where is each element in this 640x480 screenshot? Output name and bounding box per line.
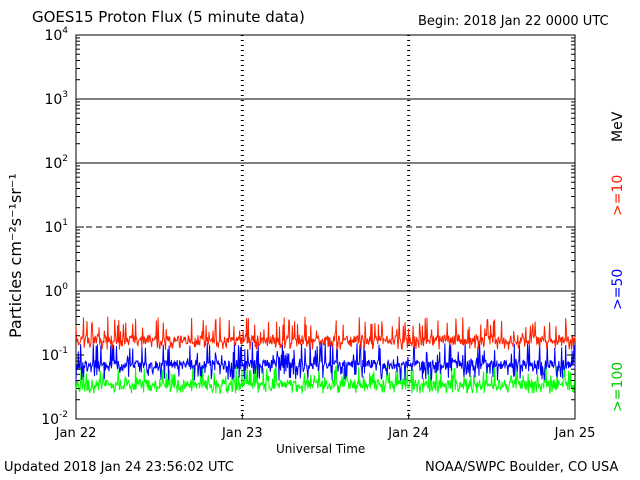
x-axis-ticks: Jan 22 Jan 23 Jan 24 Jan 25 [55,413,596,441]
y-tick-label: 104 [44,26,68,44]
x-axis-label: Universal Time [276,442,366,456]
series-ge100-line [75,364,576,395]
legend-series-10: >=10 [610,174,626,216]
legend-unit: MeV [610,111,626,142]
legend-series-50: >=50 [610,268,626,310]
chart-title: GOES15 Proton Flux (5 minute data) [32,8,305,26]
credit-text: NOAA/SWPC Boulder, CO USA [425,460,619,475]
y-tick-label: 103 [44,90,68,108]
updated-time: Updated 2018 Jan 24 23:56:02 UTC [4,460,234,475]
y-axis-label: Particles cm⁻²s⁻¹sr⁻¹ [6,173,25,338]
series-ge10-line [75,316,576,351]
y-tick-label: 10-2 [41,410,68,428]
y-tick-label: 100 [44,282,68,300]
x-tick-label: Jan 22 [55,426,97,441]
x-tick-label: Jan 25 [554,426,596,441]
x-tick-label: Jan 23 [221,426,263,441]
y-tick-label: 101 [44,218,68,236]
y-tick-label: 10-1 [41,346,68,364]
legend-series-100: >=100 [610,361,626,412]
threshold-lines [76,98,575,292]
y-axis-ticks: 104 103 102 101 100 10-1 10-2 [41,26,575,428]
day-dividers [240,35,411,419]
begin-time: Begin: 2018 Jan 22 0000 UTC [418,14,609,29]
y-tick-label: 102 [44,154,68,172]
series-ge50-line [75,341,576,381]
x-tick-label: Jan 24 [387,426,429,441]
series-layer [75,316,576,395]
